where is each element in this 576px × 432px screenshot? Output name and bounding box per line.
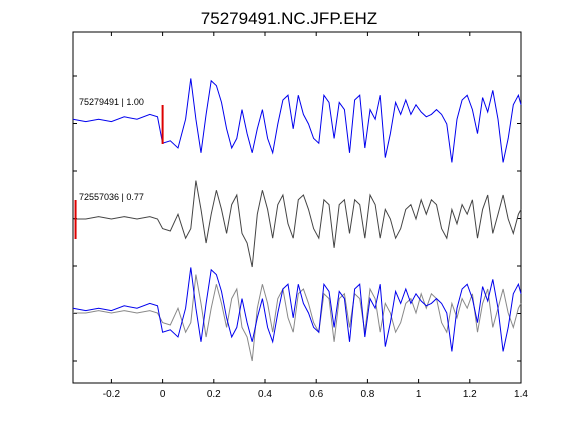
trace-labels: 75279491 | 1.00 72557036 | 0.77	[79, 97, 144, 202]
x-tick-label: 0.8	[360, 389, 374, 400]
x-tick-label: 0.2	[207, 389, 221, 400]
trace-line	[72, 78, 522, 163]
waveform-traces	[72, 78, 522, 362]
figure-title: 75279491.NC.JFP.EHZ	[201, 9, 377, 28]
trace-label: 72557036 | 0.77	[79, 192, 144, 202]
x-tick-label: 0.4	[258, 389, 272, 400]
x-tick-label: 1	[416, 389, 422, 400]
x-tick-label: 1.4	[514, 389, 528, 400]
overlay-trace-line	[73, 274, 522, 362]
trace-label: 75279491 | 1.00	[79, 97, 144, 107]
trace-line	[73, 180, 522, 268]
x-tick-label: 0.6	[309, 389, 323, 400]
x-tick-label: 1.2	[463, 389, 477, 400]
axis-ticks: -0.2 0 0.2 0.4 0.6 0.8 1 1.2 1.4	[73, 32, 528, 400]
trace-line	[72, 267, 522, 352]
x-tick-label: 0	[160, 389, 166, 400]
x-tick-label: -0.2	[103, 389, 121, 400]
plot-area-frame	[72, 31, 522, 384]
